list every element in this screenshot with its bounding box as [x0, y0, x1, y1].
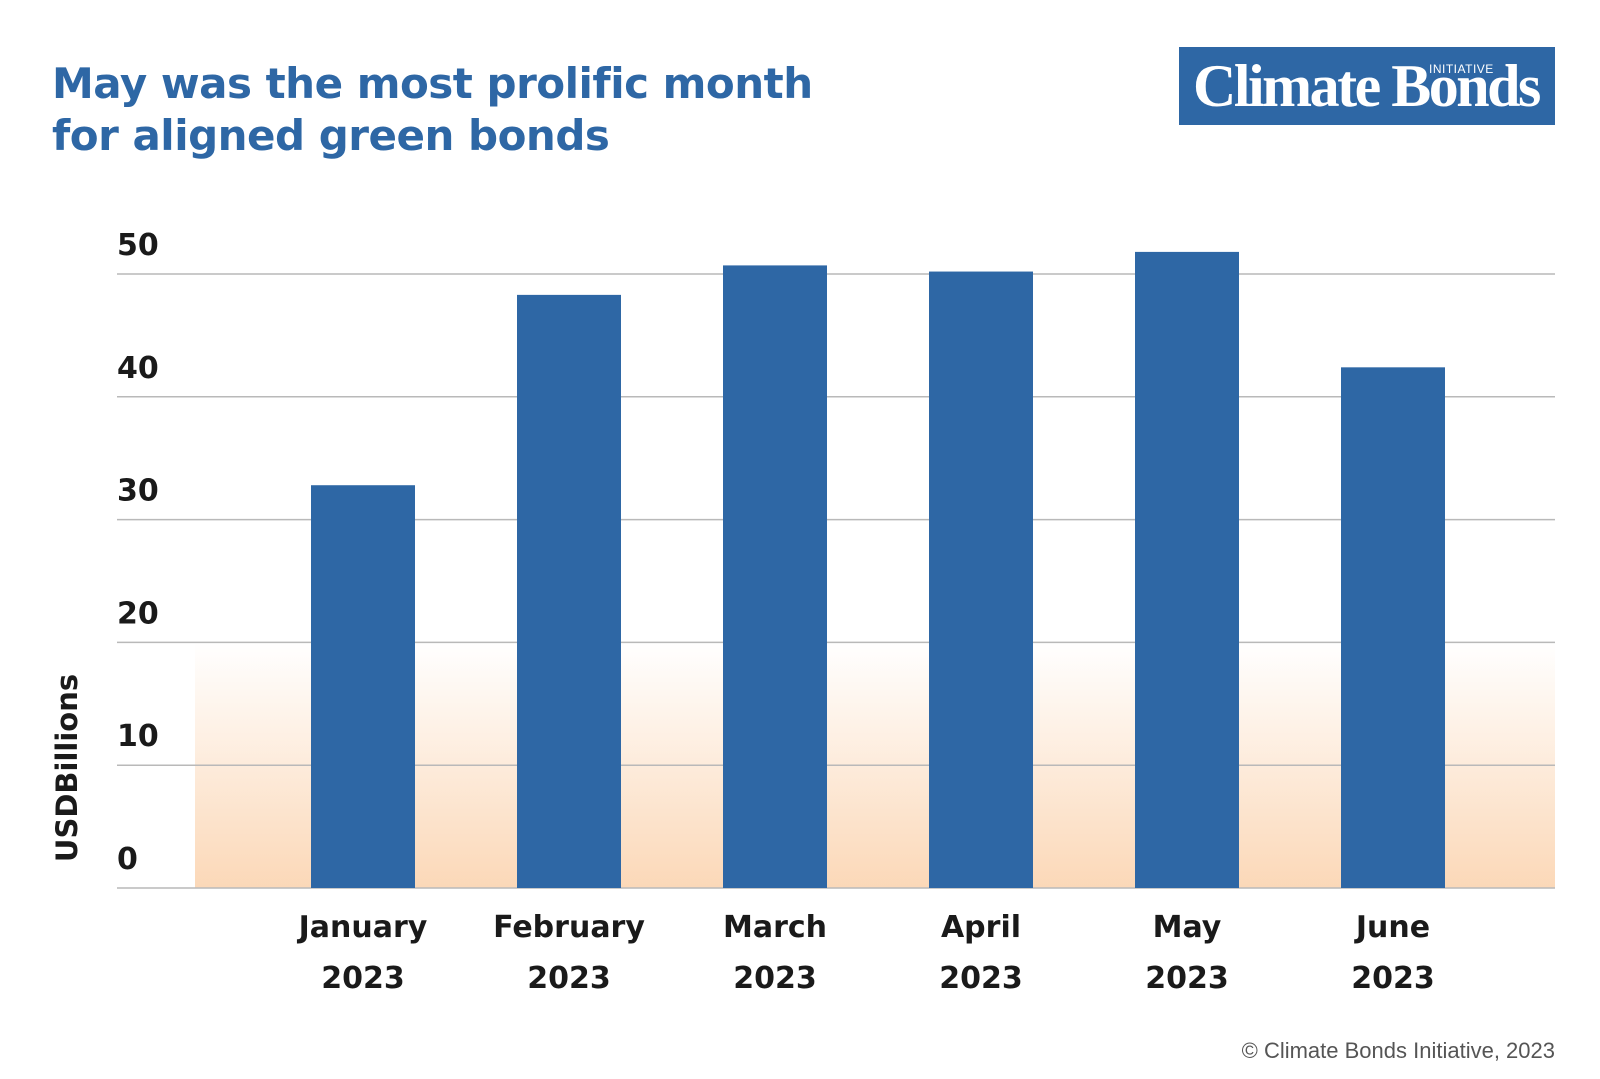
x-tick-label-june-2: 2023 [1351, 961, 1435, 996]
x-tick-label-march-1: March [723, 910, 827, 945]
y-tick-label-0: 0 [117, 842, 138, 877]
y-tick-label-50: 50 [117, 228, 159, 263]
logo-superscript: INITIATIVE [1429, 62, 1494, 76]
y-axis-label: USDBillions [50, 674, 84, 862]
bar-january [311, 485, 415, 888]
y-tick-label-40: 40 [117, 351, 159, 386]
x-tick-label-march-2: 2023 [733, 961, 817, 996]
bar-june [1341, 367, 1445, 888]
logo-wordmark: Climate Bonds [1193, 53, 1541, 119]
y-tick-label-30: 30 [117, 474, 159, 509]
chart-title: May was the most prolific month for alig… [52, 58, 952, 162]
x-tick-label-february-1: February [493, 910, 645, 945]
x-tick-label-june-1: June [1354, 910, 1430, 945]
x-tick-label-april-2: 2023 [939, 961, 1023, 996]
bar-may [1135, 251, 1239, 888]
x-tick-label-january-1: January [297, 910, 428, 945]
copyright-notice: © Climate Bonds Initiative, 2023 [1241, 1038, 1555, 1063]
climate-bonds-logo: Climate Bonds INITIATIVE [1179, 47, 1555, 125]
x-tick-label-may-1: May [1153, 910, 1222, 945]
y-tick-label-10: 10 [117, 719, 159, 754]
x-tick-label-may-2: 2023 [1145, 961, 1229, 996]
x-tick-label-april-1: April [941, 910, 1021, 945]
title-line-2: for aligned green bonds [52, 111, 610, 160]
title-line-1: May was the most prolific month [52, 59, 813, 108]
bar-april [929, 271, 1033, 888]
x-tick-label-february-2: 2023 [527, 961, 611, 996]
bar-february [517, 294, 621, 889]
bar-march [723, 265, 827, 888]
x-tick-label-january-2: 2023 [321, 961, 405, 996]
y-tick-label-20: 20 [117, 596, 159, 631]
